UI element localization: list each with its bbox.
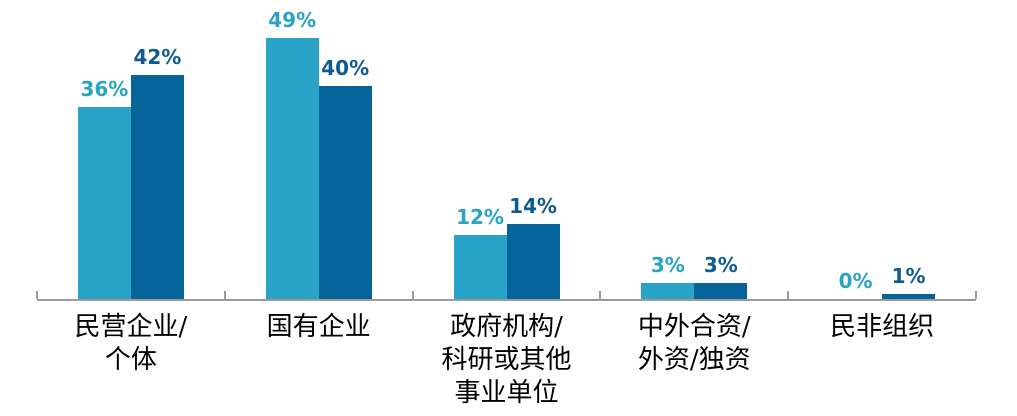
- value-label-series-0-cat-3: 3%: [650, 253, 685, 277]
- value-label-series-1-cat-0: 42%: [133, 45, 182, 69]
- x-axis-tick: [787, 291, 790, 299]
- category-label-line: 国有企业: [266, 312, 371, 342]
- category-label-line: 事业单位: [454, 378, 559, 408]
- category-label-line: 中外合资/: [637, 312, 751, 342]
- x-axis-tick: [223, 291, 226, 299]
- category-label-line: 外资/独资: [637, 345, 751, 375]
- value-label-series-0-cat-1: 49%: [268, 8, 317, 32]
- category-label-line: 科研或其他: [441, 345, 572, 375]
- category-label-0: 民营企业/个体: [36, 311, 226, 377]
- bar-series-0-cat-0: [77, 107, 131, 299]
- bar-series-0-cat-3: [641, 283, 695, 299]
- bar-series-0-cat-2: [453, 235, 507, 299]
- value-label-series-1-cat-3: 3%: [703, 253, 738, 277]
- bar-series-1-cat-2: [506, 224, 560, 299]
- category-label-3: 中外合资/外资/独资: [599, 311, 789, 377]
- x-axis-line: [37, 299, 976, 301]
- x-axis-tick: [411, 291, 414, 299]
- category-label-4: 民非组织: [787, 311, 977, 344]
- category-label-line: 民营企业/: [74, 312, 188, 342]
- bar-series-1-cat-0: [130, 75, 184, 299]
- bar-series-0-cat-1: [265, 38, 319, 299]
- category-label-line: 个体: [104, 345, 157, 375]
- bar-series-1-cat-3: [694, 283, 748, 299]
- value-label-series-0-cat-0: 36%: [80, 77, 129, 101]
- x-axis-tick: [599, 291, 602, 299]
- category-label-line: 政府机构/: [450, 312, 563, 342]
- x-axis-tick: [36, 291, 38, 299]
- value-label-series-0-cat-2: 12%: [456, 205, 504, 229]
- value-label-series-1-cat-1: 40%: [321, 56, 370, 80]
- bar-series-1-cat-1: [318, 86, 372, 299]
- value-label-series-1-cat-4: 1%: [891, 264, 926, 288]
- x-axis-tick: [975, 291, 977, 299]
- category-label-1: 国有企业: [224, 311, 414, 344]
- category-label-2: 政府机构/科研或其他 事业单位: [412, 311, 602, 410]
- bar-series-1-cat-4: [882, 294, 936, 299]
- value-label-series-1-cat-2: 14%: [509, 194, 557, 218]
- category-label-line: 民非组织: [830, 312, 935, 342]
- value-label-series-0-cat-4: 0%: [838, 269, 873, 293]
